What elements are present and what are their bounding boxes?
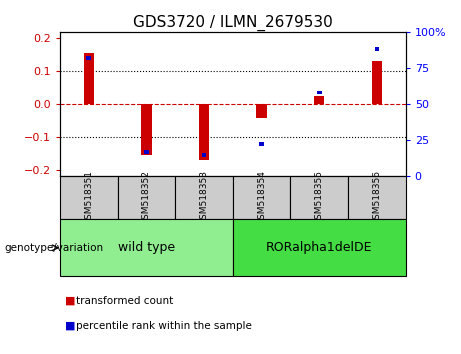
Bar (86, 56, 91, 60)
Text: ■: ■ (65, 296, 75, 306)
Text: GSM518355: GSM518355 (315, 170, 324, 225)
Text: wild type: wild type (118, 241, 175, 254)
Bar (60, 219, 233, 276)
Text: GSM518351: GSM518351 (84, 170, 93, 225)
Bar (233, 176, 290, 219)
Bar (372, 61, 382, 104)
Bar (314, 96, 325, 104)
Bar (233, 219, 406, 276)
Text: ■: ■ (65, 321, 75, 331)
Bar (83, 53, 94, 104)
Text: genotype/variation: genotype/variation (5, 243, 104, 253)
Bar (201, 153, 206, 156)
Bar (348, 176, 406, 219)
Bar (60, 176, 118, 219)
Bar (290, 176, 348, 219)
Bar (259, 142, 264, 147)
Bar (141, 104, 152, 155)
Title: GDS3720 / ILMN_2679530: GDS3720 / ILMN_2679530 (133, 14, 333, 30)
Bar (199, 104, 209, 160)
Text: percentile rank within the sample: percentile rank within the sample (76, 321, 252, 331)
Text: RORalpha1delDE: RORalpha1delDE (266, 241, 372, 254)
Bar (144, 150, 148, 154)
Text: GSM518354: GSM518354 (257, 170, 266, 225)
Bar (374, 47, 379, 51)
Bar (317, 91, 321, 95)
Text: GSM518352: GSM518352 (142, 170, 151, 225)
Text: GSM518353: GSM518353 (200, 170, 208, 225)
Bar (175, 176, 233, 219)
Bar (256, 104, 267, 118)
Text: transformed count: transformed count (76, 296, 173, 306)
Bar (118, 176, 175, 219)
Text: GSM518356: GSM518356 (372, 170, 381, 225)
